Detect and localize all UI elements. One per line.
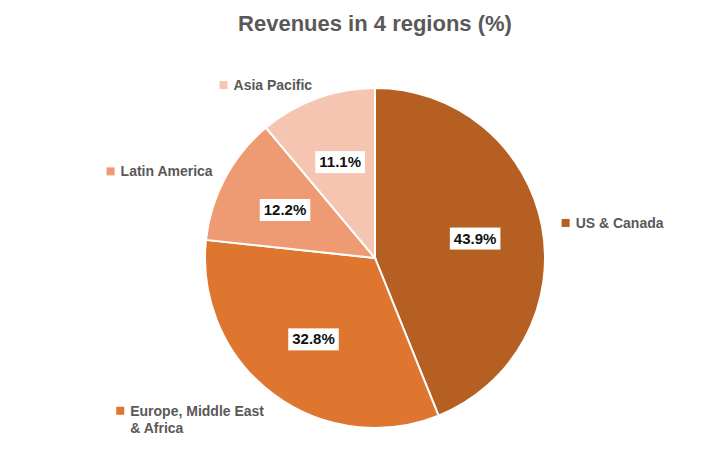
label-marker [562,219,570,227]
data-label-box [315,151,365,173]
data-label: 12.2% [264,201,307,218]
category-label: Asia Pacific [234,77,313,93]
category-label: Europe, Middle East& Africa [130,403,264,436]
label-marker [116,407,124,415]
category-label: Latin America [121,163,213,179]
slice [205,240,439,428]
data-label-box [260,199,311,221]
data-label: 43.9% [454,230,497,247]
data-label: 32.8% [292,330,335,347]
category-label: US & Canada [576,215,664,231]
label-marker [107,167,115,175]
label-marker [220,81,228,89]
slices [205,88,545,428]
data-label: 11.1% [319,153,361,170]
slice [266,88,375,258]
labels: 43.9% US & Canada 32.8% Europe, Middle East… [107,77,664,436]
data-label-box [288,328,339,350]
data-label-box [450,228,501,250]
chart: Revenues in 4 regions (%) 43.9% US & Canad… [0,0,719,451]
title: Revenues in 4 regions (%) [238,11,512,36]
